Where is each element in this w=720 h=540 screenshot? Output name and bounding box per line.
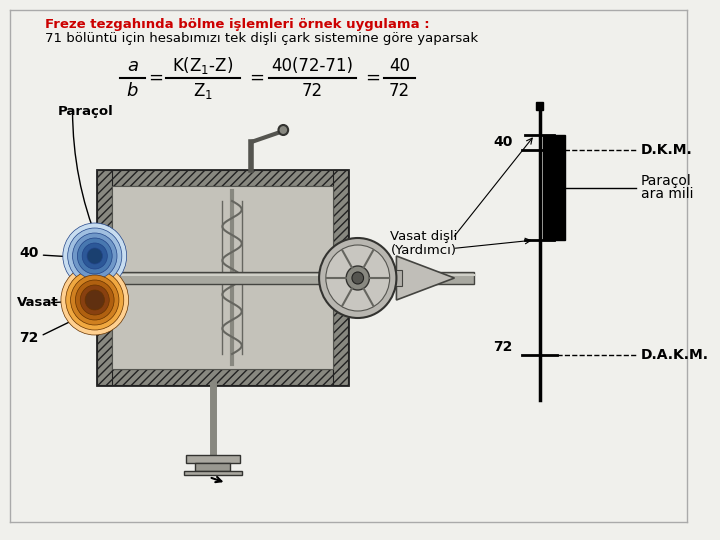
Circle shape [68, 228, 122, 284]
Text: 40: 40 [19, 246, 39, 260]
Text: =: = [248, 69, 264, 87]
Text: 72: 72 [389, 82, 410, 100]
Text: Z$_1$: Z$_1$ [193, 81, 213, 101]
Circle shape [319, 238, 397, 318]
Text: 72: 72 [493, 340, 513, 354]
Bar [184, 471, 242, 475]
Bar [395, 270, 402, 286]
Bar [333, 170, 348, 385]
Bar [186, 455, 240, 463]
Text: 40: 40 [389, 57, 410, 75]
Text: a: a [127, 57, 138, 75]
Polygon shape [397, 256, 454, 300]
Circle shape [71, 275, 119, 325]
Text: Paraçol: Paraçol [641, 173, 692, 187]
Circle shape [77, 238, 112, 274]
Circle shape [80, 285, 109, 315]
Text: b: b [127, 82, 138, 100]
Bar [96, 369, 348, 385]
Text: 40: 40 [493, 135, 513, 149]
Circle shape [61, 265, 129, 335]
Bar [96, 170, 348, 186]
Circle shape [352, 272, 364, 284]
Bar [544, 135, 564, 240]
Text: 72: 72 [302, 82, 323, 100]
Bar [96, 170, 112, 385]
Circle shape [279, 125, 288, 135]
Bar [96, 170, 348, 385]
Text: D.A.K.M.: D.A.K.M. [641, 348, 709, 362]
Circle shape [346, 266, 369, 290]
Text: 72: 72 [19, 331, 39, 345]
Text: Paraçol: Paraçol [58, 105, 114, 118]
Text: D.K.M.: D.K.M. [641, 143, 693, 157]
Circle shape [85, 290, 104, 310]
Text: Vasat: Vasat [17, 296, 59, 309]
Circle shape [326, 245, 390, 311]
Text: ara mili: ara mili [641, 187, 693, 201]
Bar [112, 272, 474, 284]
Circle shape [76, 280, 114, 320]
Text: 71 bölüntü için hesabımızı tek dişli çark sistemine göre yaparsak: 71 bölüntü için hesabımızı tek dişli çar… [45, 32, 479, 45]
Text: 40(72-71): 40(72-71) [271, 57, 354, 75]
Text: Vasat dişli: Vasat dişli [390, 230, 457, 243]
Bar [112, 186, 333, 369]
Circle shape [73, 233, 117, 279]
Bar [536, 102, 544, 110]
Bar [195, 463, 230, 471]
Circle shape [63, 223, 127, 289]
Text: =: = [365, 69, 379, 87]
Circle shape [66, 270, 124, 330]
Text: (Yardımcı): (Yardımcı) [390, 244, 456, 257]
Circle shape [82, 243, 107, 269]
Circle shape [87, 248, 102, 264]
Text: K(Z$_1$-Z): K(Z$_1$-Z) [172, 56, 234, 77]
Text: =: = [148, 69, 163, 87]
Text: Freze tezgahında bölme işlemleri örnek uygulama :: Freze tezgahında bölme işlemleri örnek u… [45, 18, 430, 31]
